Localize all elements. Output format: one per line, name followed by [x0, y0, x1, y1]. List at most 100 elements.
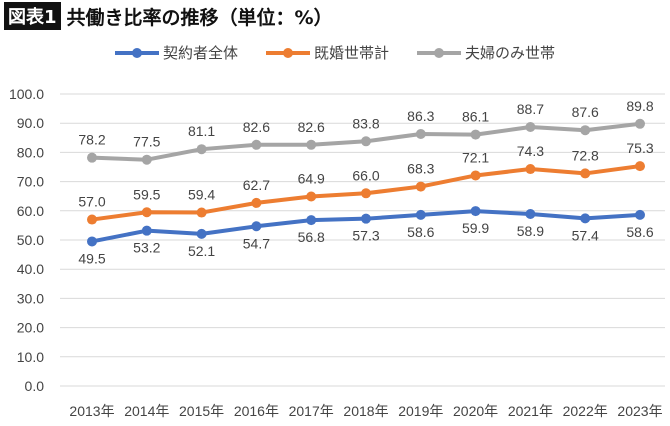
data-label: 59.4 [188, 187, 215, 203]
data-label: 58.6 [407, 224, 434, 240]
data-point [87, 236, 97, 247]
y-tick-label: 50.0 [17, 232, 44, 248]
data-point [141, 154, 152, 165]
data-point [306, 191, 317, 202]
data-point [635, 161, 645, 172]
data-point [196, 207, 207, 218]
data-point [87, 214, 97, 225]
legend-label: 契約者全体 [162, 44, 238, 62]
data-label: 81.1 [188, 123, 215, 139]
data-point [251, 221, 262, 232]
data-point [361, 188, 371, 199]
data-point [306, 215, 317, 226]
legend-marker [265, 47, 310, 58]
data-point [470, 170, 481, 181]
data-point [580, 168, 591, 179]
x-tick-label: 2020年 [453, 403, 498, 419]
legend-marker [417, 47, 461, 58]
data-label: 58.6 [626, 224, 653, 240]
data-label: 74.3 [517, 143, 544, 159]
data-label: 82.6 [243, 119, 270, 135]
data-point [196, 228, 207, 239]
data-point [580, 125, 591, 136]
data-point [635, 118, 645, 129]
data-label: 52.1 [188, 243, 215, 259]
x-tick-label: 2013年 [69, 403, 114, 419]
data-point [141, 207, 152, 218]
legend-item: 既婚世帯計 [265, 42, 389, 63]
data-label: 75.3 [626, 140, 653, 156]
data-label: 62.7 [243, 177, 270, 193]
data-label: 89.8 [626, 98, 653, 114]
data-label: 59.5 [133, 186, 160, 202]
legend-label: 既婚世帯計 [313, 44, 389, 62]
x-tick-label: 2016年 [234, 403, 279, 419]
data-label: 53.2 [133, 240, 160, 256]
legend-item: 夫婦のみ世帯 [417, 42, 555, 63]
data-label: 68.3 [407, 161, 434, 177]
y-tick-label: 70.0 [17, 174, 44, 190]
data-point [196, 144, 207, 155]
y-tick-label: 30.0 [17, 290, 44, 306]
legend-label: 夫婦のみ世帯 [465, 44, 556, 62]
x-tick-label: 2021年 [508, 403, 553, 419]
title-text: 共働き比率の推移（単位：%） [66, 6, 333, 29]
data-label: 64.9 [298, 170, 325, 186]
data-point [525, 209, 536, 220]
data-label: 57.0 [78, 194, 105, 210]
data-label: 72.8 [572, 147, 599, 163]
data-label: 57.3 [352, 228, 379, 244]
y-tick-label: 100.0 [9, 86, 44, 102]
x-tick-label: 2023年 [617, 403, 662, 419]
data-label: 58.9 [517, 223, 544, 239]
data-point [525, 121, 536, 132]
data-point [580, 213, 591, 224]
data-point [470, 129, 481, 140]
y-tick-label: 80.0 [17, 144, 44, 160]
data-point [251, 139, 262, 150]
data-point [415, 129, 426, 140]
x-tick-label: 2017年 [289, 403, 334, 419]
data-point [306, 139, 317, 150]
y-tick-label: 20.0 [17, 320, 44, 336]
data-label: 78.2 [78, 132, 105, 148]
data-label: 83.8 [352, 115, 379, 131]
data-label: 72.1 [462, 149, 489, 165]
data-point [361, 136, 371, 147]
y-tick-label: 90.0 [17, 115, 44, 131]
data-label: 87.6 [572, 104, 599, 120]
data-label: 54.7 [243, 235, 270, 251]
data-point [361, 213, 371, 224]
x-tick-label: 2019年 [398, 403, 443, 419]
data-point [415, 209, 426, 220]
data-point [251, 197, 262, 208]
data-point [141, 225, 152, 236]
data-label: 56.8 [298, 229, 325, 245]
legend: 契約者全体 既婚世帯計 夫婦のみ世帯 [0, 42, 670, 63]
y-tick-label: 10.0 [17, 349, 44, 365]
legend-item: 契約者全体 [114, 42, 238, 63]
x-tick-label: 2022年 [563, 403, 608, 419]
x-tick-label: 2018年 [343, 403, 388, 419]
figure-badge: 図表1 [4, 2, 61, 30]
y-tick-label: 0.0 [25, 378, 45, 394]
data-label: 88.7 [517, 101, 544, 117]
data-label: 66.0 [352, 167, 379, 183]
data-point [470, 206, 481, 217]
legend-marker [114, 47, 159, 58]
data-point [415, 181, 426, 192]
data-label: 86.1 [462, 109, 489, 125]
y-tick-label: 40.0 [17, 261, 44, 277]
data-point [635, 209, 645, 220]
x-tick-label: 2014年 [124, 403, 169, 419]
y-tick-label: 60.0 [17, 203, 44, 219]
data-label: 59.9 [462, 220, 489, 236]
data-label: 49.5 [78, 250, 105, 266]
x-tick-label: 2015年 [179, 403, 224, 419]
data-label: 57.4 [572, 227, 599, 243]
data-point [525, 164, 536, 175]
data-label: 77.5 [133, 134, 160, 150]
data-label: 82.6 [298, 119, 325, 135]
